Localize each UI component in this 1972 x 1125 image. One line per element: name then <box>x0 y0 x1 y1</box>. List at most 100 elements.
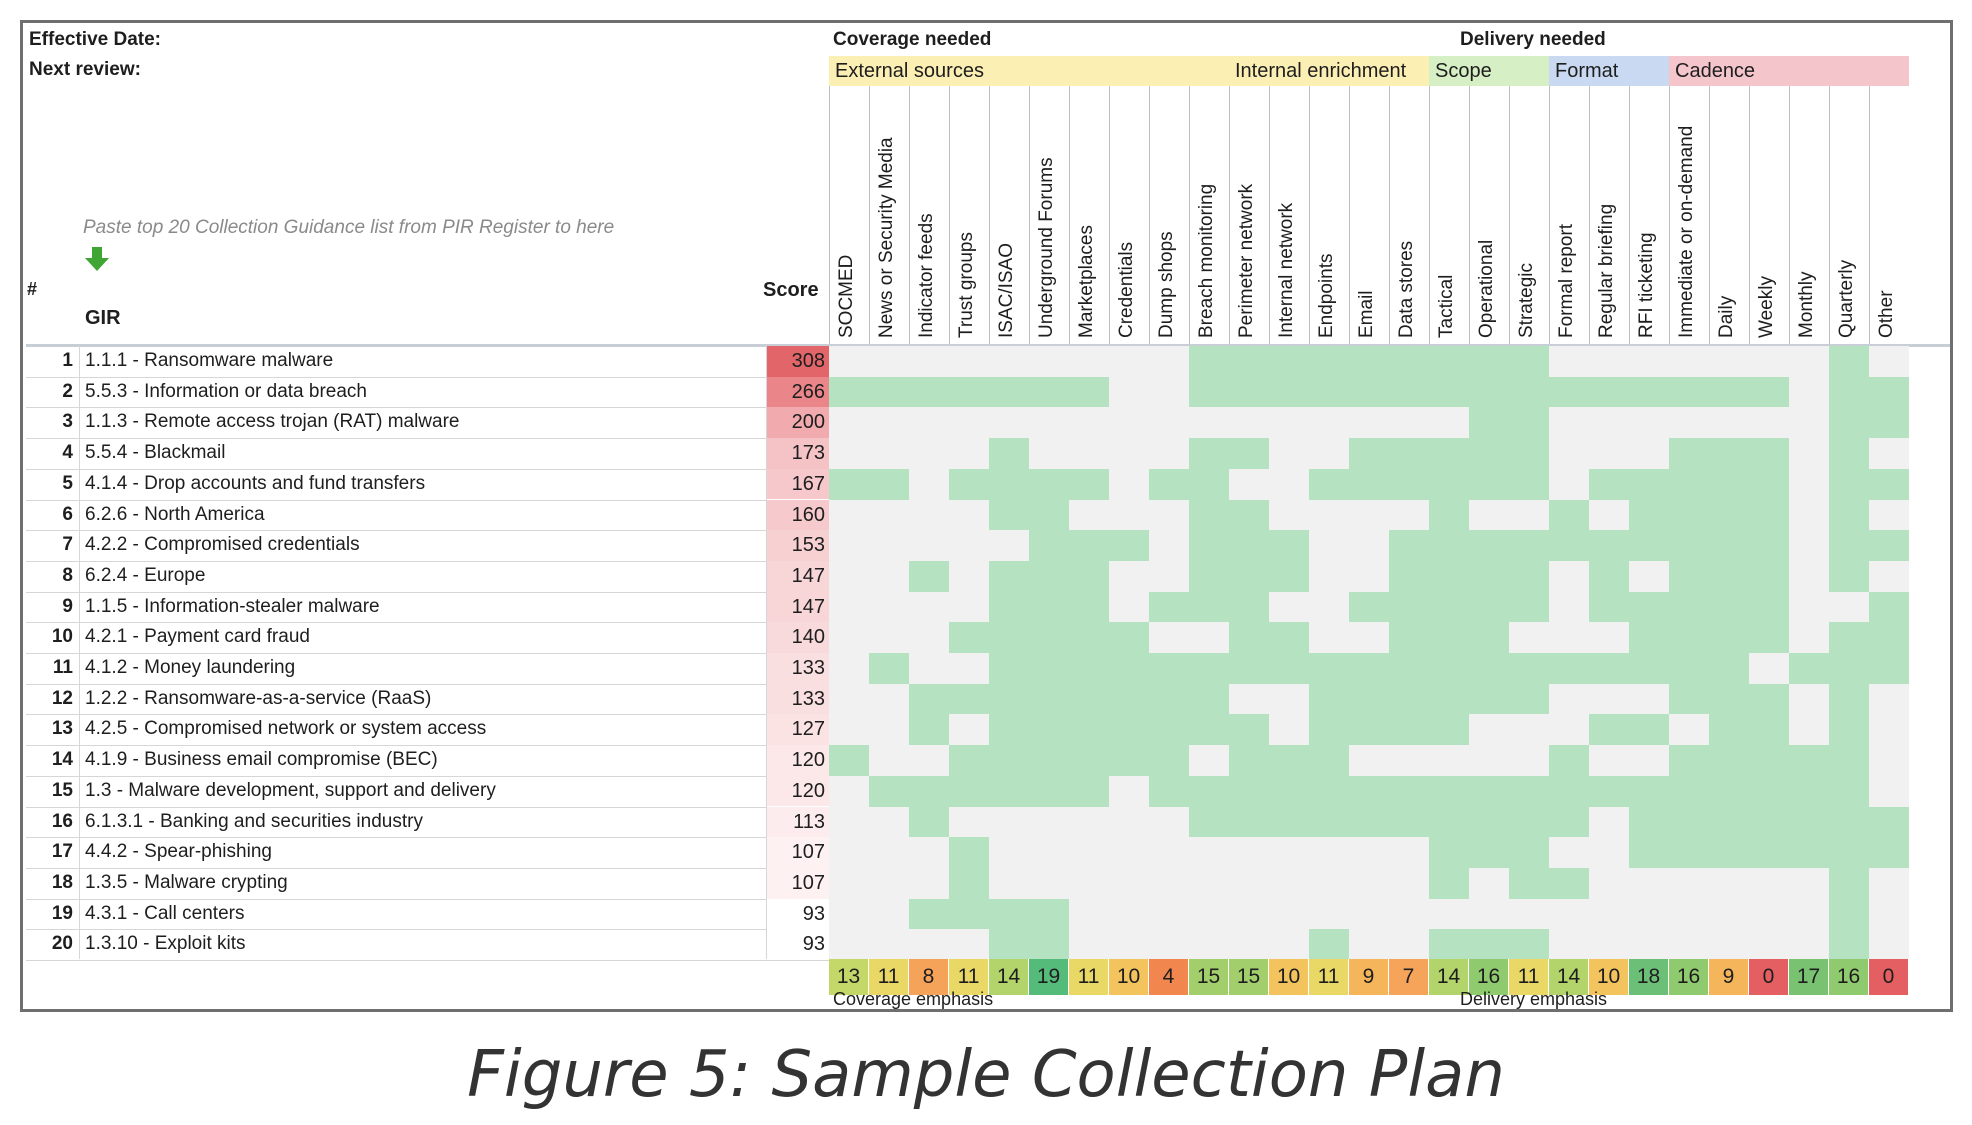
grid-cell-marked <box>989 376 1029 408</box>
grid-cell-empty <box>829 683 869 715</box>
grid-cell-empty <box>1669 929 1709 961</box>
grid-cell-empty <box>1149 898 1189 930</box>
grid-cell-empty <box>829 867 869 900</box>
grid-cell-marked <box>1829 346 1869 378</box>
grid-cell-marked <box>1829 898 1869 930</box>
grid-cell-marked <box>1469 653 1509 685</box>
row-gir: 1.1.5 - Information-stealer malware <box>85 595 380 617</box>
coverage-total: 17 <box>1789 959 1829 995</box>
row-score: 107 <box>766 867 829 899</box>
grid-cell-empty <box>949 929 989 961</box>
grid-cell-empty <box>1109 407 1149 439</box>
grid-cell-marked <box>1709 622 1749 654</box>
row-gir: 4.1.2 - Money laundering <box>85 657 296 678</box>
row-divider <box>26 806 829 808</box>
grid-cell-marked <box>1429 775 1469 807</box>
grid-cell-marked <box>1469 929 1509 961</box>
grid-cell-marked <box>1829 438 1869 470</box>
grid-cell-marked <box>1069 775 1109 807</box>
grid-cell-empty <box>1869 745 1909 777</box>
coverage-total: 7 <box>1389 959 1429 995</box>
grid-cell-marked <box>1509 867 1549 900</box>
row-score: 113 <box>766 806 829 838</box>
coverage-total: 16 <box>1829 959 1869 995</box>
grid-cell-empty <box>1109 499 1149 531</box>
score-label: Score <box>763 279 819 301</box>
grid-cell-empty <box>1629 683 1669 715</box>
grid-cell-empty <box>1349 898 1389 930</box>
coverage-emphasis-label: Coverage emphasis <box>833 989 994 1009</box>
grid-cell-empty <box>1309 898 1349 930</box>
column-header-label: Credentials <box>1115 241 1137 338</box>
grid-cell-marked <box>1229 653 1269 685</box>
grid-cell-empty <box>1509 714 1549 746</box>
grid-cell-marked <box>1829 407 1869 439</box>
grid-cell-empty <box>1589 622 1629 654</box>
grid-cell-empty <box>1869 438 1909 470</box>
grid-cell-marked <box>1709 560 1749 593</box>
grid-cell-empty <box>1149 438 1189 470</box>
grid-cell-empty <box>989 346 1029 378</box>
grid-cell-empty <box>1189 745 1229 777</box>
coverage-total: 10 <box>1109 959 1149 995</box>
grid-cell-empty <box>909 346 949 378</box>
row-score: 266 <box>766 376 829 408</box>
row-divider <box>26 714 829 716</box>
grid-cell-marked <box>1829 499 1869 531</box>
grid-cell-marked <box>1269 806 1309 838</box>
grid-cell-empty <box>1469 499 1509 531</box>
grid-cell-empty <box>1349 499 1389 531</box>
row-number: 8 <box>62 564 73 586</box>
grid-cell-empty <box>869 346 909 378</box>
grid-cell-marked <box>1109 622 1149 654</box>
grid-cell-empty <box>1789 376 1829 408</box>
grid-cell-marked <box>1229 499 1269 531</box>
grid-cell-empty <box>1269 591 1309 623</box>
grid-cell-marked <box>989 745 1029 777</box>
column-header-label: Marketplaces <box>1075 225 1097 338</box>
grid-cell-empty <box>1109 346 1149 378</box>
grid-cell-marked <box>1749 806 1789 838</box>
grid-cell-marked <box>1029 683 1069 715</box>
grid-cell-empty <box>949 560 989 593</box>
grid-cell-empty <box>829 837 869 869</box>
grid-cell-marked <box>1269 775 1309 807</box>
row-number: 15 <box>51 779 73 801</box>
grid-cell-empty <box>829 714 869 746</box>
grid-cell-marked <box>1109 683 1149 715</box>
grid-cell-marked <box>989 775 1029 807</box>
grid-cell-marked <box>1669 653 1709 685</box>
column-header-label: Indicator feeds <box>915 213 937 338</box>
grid-cell-marked <box>949 775 989 807</box>
grid-cell-marked <box>1549 806 1589 838</box>
grid-cell-marked <box>1589 468 1629 500</box>
grid-cell-marked <box>909 560 949 593</box>
column-header: RFI ticketing <box>1629 86 1669 344</box>
grid-cell-marked <box>1229 806 1269 838</box>
grid-cell-empty <box>1549 929 1589 961</box>
row-divider <box>26 407 829 409</box>
grid-cell-marked <box>1829 745 1869 777</box>
grid-cell-empty <box>1589 499 1629 531</box>
grid-cell-empty <box>869 929 909 961</box>
column-header-label: Monthly <box>1795 271 1817 338</box>
grid-cell-empty <box>909 438 949 470</box>
grid-cell-empty <box>1309 499 1349 531</box>
grid-cell-empty <box>1349 530 1389 562</box>
grid-cell-marked <box>949 837 989 869</box>
grid-cell-marked <box>1629 806 1669 838</box>
grid-cell-empty <box>1549 622 1589 654</box>
grid-cell-marked <box>1789 653 1829 685</box>
grid-cell-empty <box>1549 714 1589 746</box>
grid-cell-empty <box>1549 438 1589 470</box>
grid-cell-marked <box>1509 775 1549 807</box>
grid-cell-marked <box>1389 438 1429 470</box>
grid-cell-empty <box>1589 438 1629 470</box>
row-score: 93 <box>766 929 829 960</box>
row-gir: 6.1.3.1 - Banking and securities industr… <box>85 810 423 832</box>
grid-cell-marked <box>1829 622 1869 654</box>
grid-cell-empty <box>1709 407 1749 439</box>
grid-cell-empty <box>829 622 869 654</box>
grid-cell-empty <box>1109 867 1149 900</box>
grid-cell-empty <box>1509 745 1549 777</box>
